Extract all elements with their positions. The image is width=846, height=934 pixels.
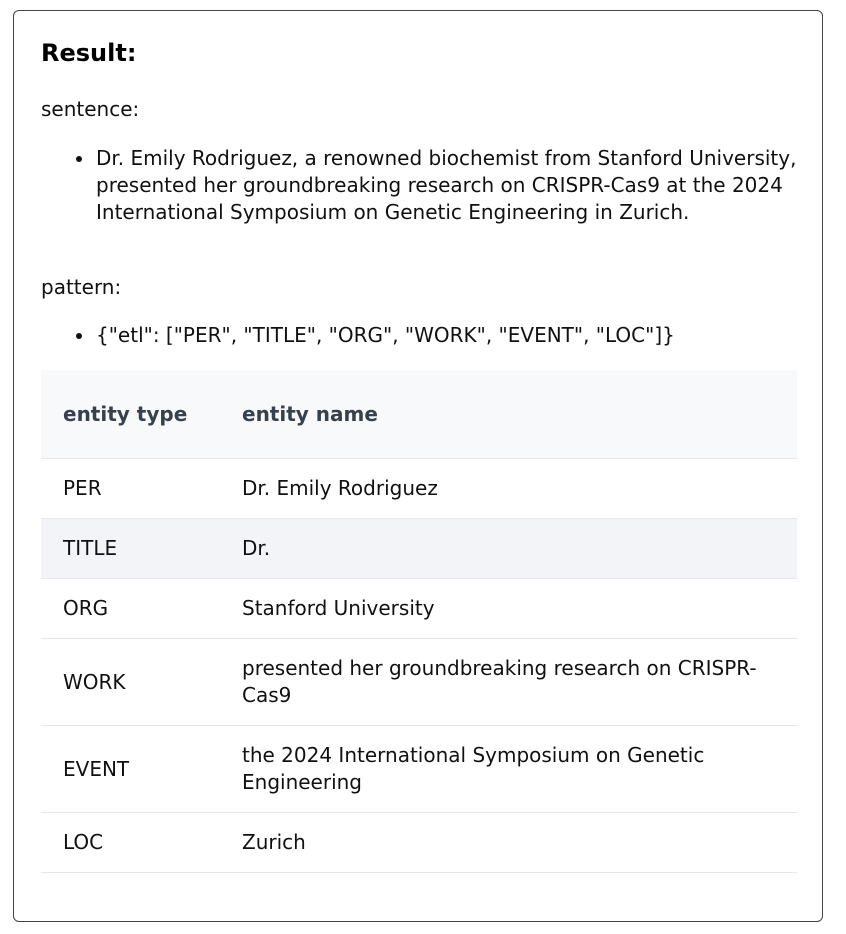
entity-name-cell: presented her groundbreaking research on… — [220, 638, 797, 726]
entity-type-cell: TITLE — [41, 518, 220, 579]
table-row: ORG Stanford University — [41, 578, 797, 639]
header-entity-type: entity type — [41, 370, 220, 459]
result-heading: Result: — [41, 39, 137, 67]
entity-type-cell: ORG — [41, 578, 220, 639]
table-row: PER Dr. Emily Rodriguez — [41, 458, 797, 519]
result-card: Result: sentence: Dr. Emily Rodriguez, a… — [13, 10, 823, 922]
entity-name-cell: the 2024 International Symposium on Gene… — [220, 725, 797, 813]
entity-name-cell: Dr. — [220, 518, 797, 579]
entity-type-cell: WORK — [41, 638, 220, 726]
table-header-row: entity type entity name — [41, 370, 797, 459]
pattern-item: {"etl": ["PER", "TITLE", "ORG", "WORK", … — [76, 322, 797, 349]
entity-type-cell: LOC — [41, 812, 220, 873]
sentence-list: Dr. Emily Rodriguez, a renowned biochemi… — [41, 145, 797, 226]
entity-table: entity type entity name PER Dr. Emily Ro… — [41, 370, 797, 873]
pattern-label: pattern: — [41, 275, 122, 299]
sentence-label: sentence: — [41, 97, 140, 121]
entity-name-cell: Dr. Emily Rodriguez — [220, 458, 797, 519]
entity-type-cell: EVENT — [41, 725, 220, 813]
table-row: EVENT the 2024 International Symposium o… — [41, 725, 797, 813]
table-row: LOC Zurich — [41, 812, 797, 873]
header-entity-name: entity name — [220, 370, 797, 459]
entity-name-cell: Zurich — [220, 812, 797, 873]
table-row: TITLE Dr. — [41, 518, 797, 579]
pattern-list: {"etl": ["PER", "TITLE", "ORG", "WORK", … — [41, 322, 797, 349]
sentence-item: Dr. Emily Rodriguez, a renowned biochemi… — [76, 146, 797, 224]
table-row: WORK presented her groundbreaking resear… — [41, 638, 797, 726]
entity-name-cell: Stanford University — [220, 578, 797, 639]
entity-type-cell: PER — [41, 458, 220, 519]
